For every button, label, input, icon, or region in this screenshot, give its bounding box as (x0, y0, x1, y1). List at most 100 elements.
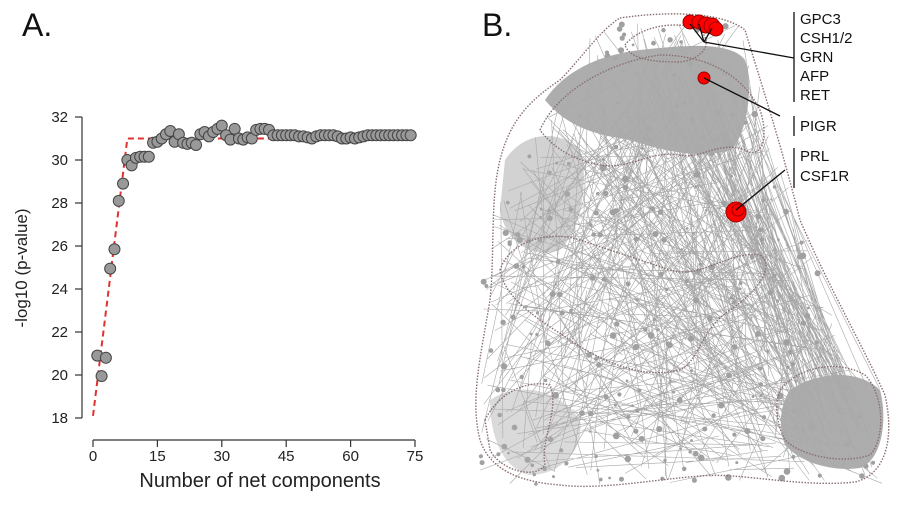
network-node (761, 242, 764, 245)
network-node (625, 379, 629, 383)
network-node (649, 206, 656, 212)
panel-b: B. (475, 7, 890, 488)
network-node (759, 393, 763, 398)
network-node (557, 291, 563, 298)
network-node (588, 410, 594, 417)
network-node (817, 473, 822, 478)
leader-line (735, 169, 786, 211)
network-node (667, 37, 673, 43)
network-node (500, 363, 508, 370)
gene-node (708, 21, 724, 37)
network-node (787, 349, 793, 354)
network-node (594, 356, 599, 361)
y-tick-label: 30 (51, 152, 68, 169)
network-node (622, 32, 627, 37)
network-node (751, 395, 755, 398)
network-node (513, 263, 520, 269)
highlighted-nodes (682, 14, 747, 223)
panel-a-points (91, 119, 417, 383)
gene-label: AFP (800, 68, 829, 85)
network-node (702, 426, 708, 432)
top-community-outline (624, 24, 707, 63)
network-node (804, 313, 811, 319)
network-node (672, 390, 676, 394)
network-node (579, 410, 585, 416)
y-tick-label: 24 (51, 281, 68, 298)
network-node (635, 298, 639, 302)
network-node (529, 332, 533, 336)
network-node (543, 378, 548, 383)
network-node (692, 232, 695, 235)
network-node (749, 254, 755, 260)
network-node (732, 344, 738, 350)
network-node (690, 369, 693, 372)
network-node (676, 397, 683, 403)
upper-region-outline (539, 54, 765, 167)
network-node (681, 466, 687, 472)
network-node (791, 454, 796, 459)
network-node (535, 311, 540, 315)
network-node (612, 432, 620, 440)
network-node (633, 343, 640, 351)
network-node (617, 47, 625, 54)
network-node (480, 278, 487, 285)
x-tick-label: 15 (149, 448, 166, 465)
data-point (99, 351, 112, 364)
network-node (786, 365, 790, 369)
gene-label: CSF1R (800, 168, 849, 185)
network-node (559, 448, 564, 453)
network-node (772, 273, 777, 278)
network-node (603, 394, 609, 400)
network-node (631, 43, 635, 47)
network-node (532, 472, 536, 477)
leader-line (698, 23, 705, 43)
node-region-bottom-right (780, 375, 884, 469)
network-node (622, 175, 629, 183)
network-node (697, 454, 705, 462)
network-node (552, 392, 559, 399)
network-node (766, 349, 770, 353)
x-tick-label: 75 (407, 448, 424, 465)
data-point (142, 150, 155, 163)
network-node (603, 190, 609, 197)
y-tick-label: 28 (51, 195, 68, 212)
network-node (758, 366, 763, 371)
network-node (755, 330, 761, 337)
network-node (680, 248, 683, 251)
y-tick-label: 32 (51, 109, 68, 126)
panel-b-label: B. (482, 7, 512, 43)
label-leader-lines (689, 12, 795, 211)
network-node (732, 432, 737, 437)
gene-label: RET (800, 87, 830, 104)
network-node (730, 174, 733, 178)
network-node (597, 232, 603, 238)
network-node (614, 321, 620, 327)
network-node (501, 443, 508, 450)
network-node (794, 380, 798, 383)
network-node (623, 185, 629, 191)
network-node (619, 476, 624, 482)
network-node (637, 388, 642, 393)
data-point (404, 129, 417, 142)
network-node (693, 170, 701, 178)
data-point (190, 138, 203, 151)
network-node (678, 396, 682, 399)
network-node (704, 209, 708, 212)
network-node (633, 428, 639, 434)
network-node (665, 287, 669, 292)
network-node (859, 473, 865, 479)
network-node (690, 439, 693, 442)
network-node (744, 428, 751, 435)
network-node (580, 266, 583, 269)
network-node (590, 275, 596, 281)
network-node (616, 26, 623, 32)
network-node (679, 447, 682, 450)
network-node (783, 339, 790, 346)
gene-label: CSH1/2 (800, 30, 853, 47)
network-node (688, 450, 692, 454)
network-node (511, 424, 518, 431)
network-node (594, 454, 598, 459)
network-node (547, 436, 554, 443)
network-node (613, 403, 618, 407)
